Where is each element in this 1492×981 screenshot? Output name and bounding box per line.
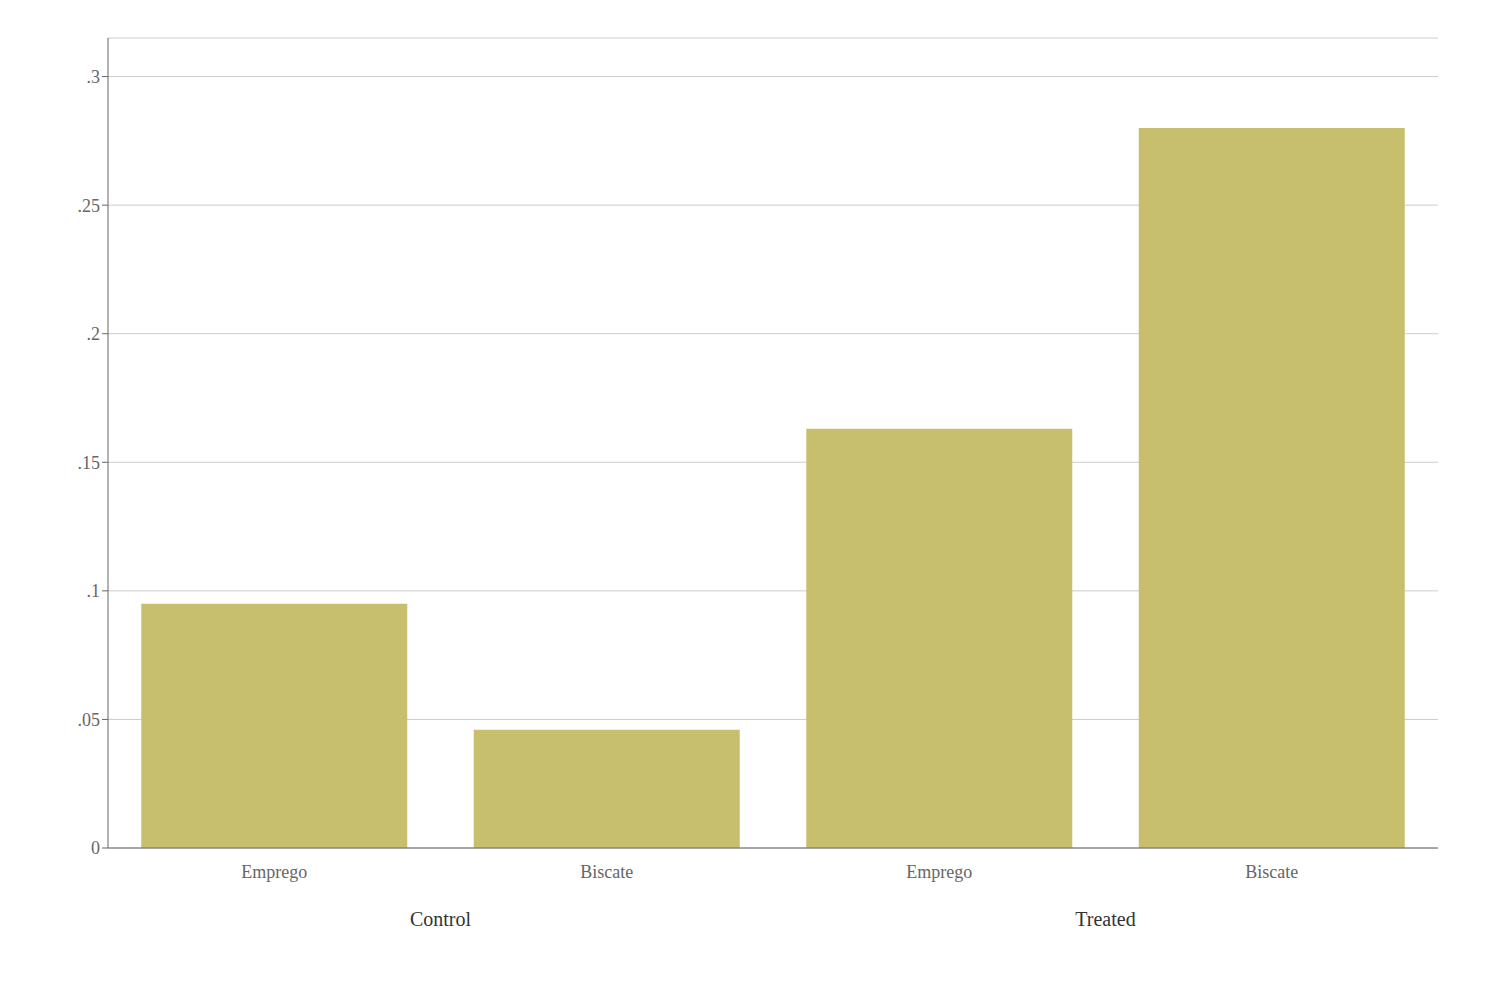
svg-text:Treated: Treated [1075, 908, 1135, 930]
svg-text:.3: .3 [87, 67, 101, 87]
svg-text:0: 0 [91, 838, 100, 858]
svg-text:Control: Control [410, 908, 472, 930]
svg-text:Emprego: Emprego [241, 862, 307, 882]
svg-text:.05: .05 [78, 710, 101, 730]
svg-text:Biscate: Biscate [1245, 862, 1298, 882]
svg-text:Emprego: Emprego [906, 862, 972, 882]
svg-text:.25: .25 [78, 196, 101, 216]
svg-text:Biscate: Biscate [580, 862, 633, 882]
svg-text:.2: .2 [87, 324, 101, 344]
svg-text:.1: .1 [87, 581, 101, 601]
svg-text:.15: .15 [78, 453, 101, 473]
